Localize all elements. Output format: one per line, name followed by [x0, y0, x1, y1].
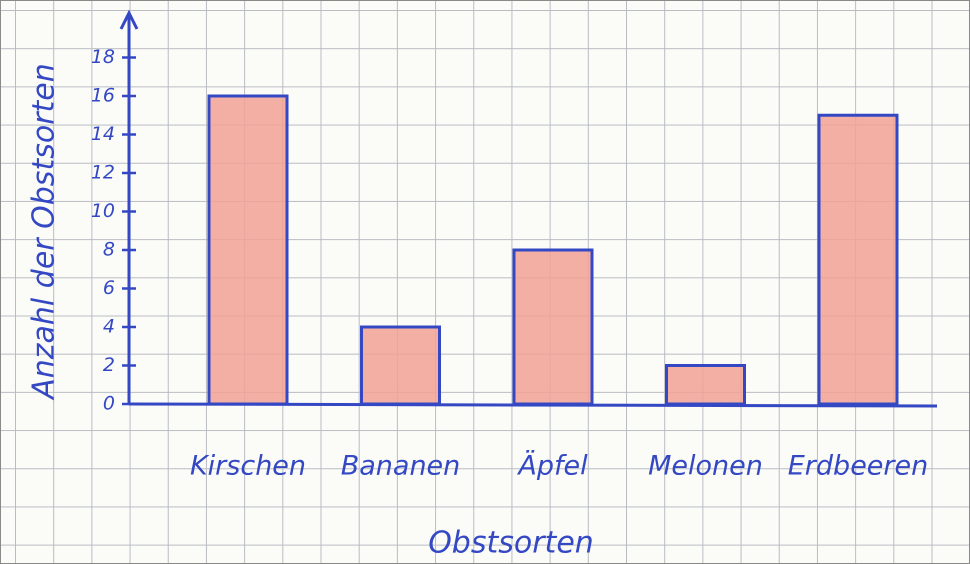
y-axis-arrow — [119, 9, 139, 30]
y-tick-label: 10 — [91, 200, 115, 222]
bar — [817, 113, 899, 406]
x-axis-title: Obstsorten — [428, 526, 594, 561]
y-tick-label: 2 — [103, 354, 115, 376]
y-tick-label: 18 — [91, 46, 115, 68]
x-tick-label: Erdbeeren — [788, 451, 928, 482]
x-tick-label: Kirschen — [190, 451, 306, 482]
bar — [512, 248, 594, 406]
y-tick-label: 16 — [91, 85, 115, 107]
x-tick-label: Bananen — [341, 451, 461, 482]
bar — [665, 364, 746, 406]
bar — [207, 94, 289, 406]
y-axis-title: Anzahl der Obstsorten — [27, 63, 62, 401]
y-tick-label: 6 — [103, 277, 115, 299]
y-tick-label: 0 — [103, 393, 115, 415]
x-tick-label: Melonen — [648, 451, 763, 482]
y-tick-label: 8 — [103, 239, 115, 261]
bar — [360, 325, 441, 406]
x-tick-label: Äpfel — [516, 450, 588, 482]
y-tick-label: 12 — [91, 162, 115, 184]
y-tick-label: 14 — [91, 123, 115, 145]
y-tick-label: 4 — [103, 316, 115, 338]
